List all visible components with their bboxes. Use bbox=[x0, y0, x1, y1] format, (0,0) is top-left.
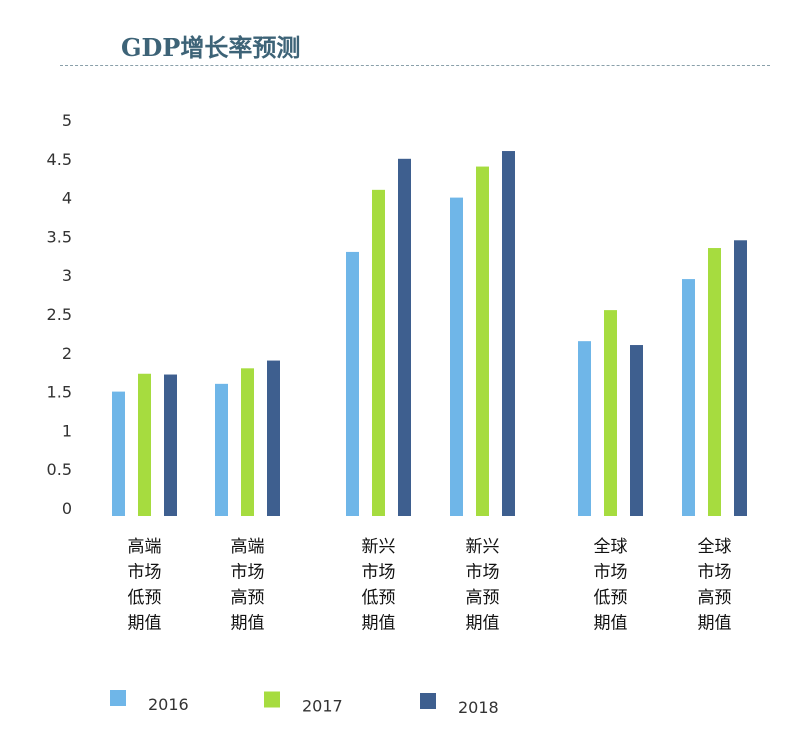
bar-2016 bbox=[578, 341, 591, 516]
legend-label: 2016 bbox=[148, 695, 189, 714]
x-category-label: 高端 bbox=[231, 537, 265, 557]
bar-2016 bbox=[682, 279, 695, 516]
y-tick-label: 0.5 bbox=[47, 460, 72, 479]
bar-2017 bbox=[476, 166, 489, 516]
x-category-label: 期值 bbox=[698, 614, 732, 634]
y-tick-label: 1 bbox=[62, 421, 72, 440]
legend-label: 2017 bbox=[302, 697, 343, 716]
y-tick-label: 4.5 bbox=[47, 150, 72, 169]
x-category-label: 期值 bbox=[594, 614, 628, 634]
title-divider bbox=[60, 65, 770, 66]
x-category-label: 低预 bbox=[128, 588, 162, 608]
y-tick-label: 5 bbox=[62, 111, 72, 130]
x-category-label: 期值 bbox=[362, 614, 396, 634]
bar-2016 bbox=[215, 383, 228, 516]
x-category-label: 期值 bbox=[231, 614, 265, 634]
bar-2018 bbox=[164, 374, 177, 516]
x-category-label: 市场 bbox=[362, 563, 396, 583]
x-category-label: 期值 bbox=[128, 614, 162, 634]
bar-2017 bbox=[708, 248, 721, 517]
x-category-label: 高端 bbox=[128, 537, 162, 557]
x-category-label: 市场 bbox=[594, 563, 628, 583]
bar-2018 bbox=[630, 345, 643, 516]
chart-title: GDP增长率预测 bbox=[121, 33, 301, 62]
y-tick-label: 2.5 bbox=[47, 305, 72, 324]
x-category-label: 高预 bbox=[231, 588, 265, 608]
bar-2016 bbox=[346, 251, 359, 517]
bar-2016 bbox=[450, 197, 463, 516]
x-category-label: 市场 bbox=[466, 563, 500, 583]
legend-label: 2018 bbox=[458, 698, 499, 717]
x-category-label: 低预 bbox=[362, 588, 396, 608]
bar-2018 bbox=[398, 158, 411, 517]
y-tick-label: 3.5 bbox=[47, 227, 72, 246]
bar-2018 bbox=[267, 360, 280, 516]
bar-2017 bbox=[604, 310, 617, 516]
y-tick-label: 1.5 bbox=[47, 383, 72, 402]
legend-swatch-2017 bbox=[264, 691, 280, 708]
x-category-label: 新兴 bbox=[466, 537, 500, 557]
bar-2016 bbox=[112, 391, 125, 516]
legend-swatch-2016 bbox=[110, 690, 126, 706]
bar-2018 bbox=[734, 240, 747, 516]
bar-2017 bbox=[372, 189, 385, 516]
bar-2018 bbox=[502, 151, 515, 517]
legend-swatch-2018 bbox=[420, 693, 436, 709]
x-category-label: 全球 bbox=[594, 537, 628, 557]
y-tick-label: 2 bbox=[62, 344, 72, 363]
bar-2017 bbox=[138, 373, 151, 516]
bar-2017 bbox=[241, 368, 254, 516]
x-category-label: 高预 bbox=[466, 588, 500, 608]
x-category-label: 新兴 bbox=[362, 537, 396, 557]
y-tick-label: 3 bbox=[62, 266, 72, 285]
x-category-label: 低预 bbox=[594, 588, 628, 608]
x-category-label: 市场 bbox=[231, 563, 265, 583]
x-category-label: 高预 bbox=[698, 588, 732, 608]
x-category-label: 期值 bbox=[466, 614, 500, 634]
x-category-label: 市场 bbox=[128, 563, 162, 583]
y-tick-label: 4 bbox=[62, 189, 72, 208]
x-category-label: 市场 bbox=[698, 563, 732, 583]
y-tick-label: 0 bbox=[62, 499, 72, 518]
x-category-label: 全球 bbox=[698, 537, 732, 557]
